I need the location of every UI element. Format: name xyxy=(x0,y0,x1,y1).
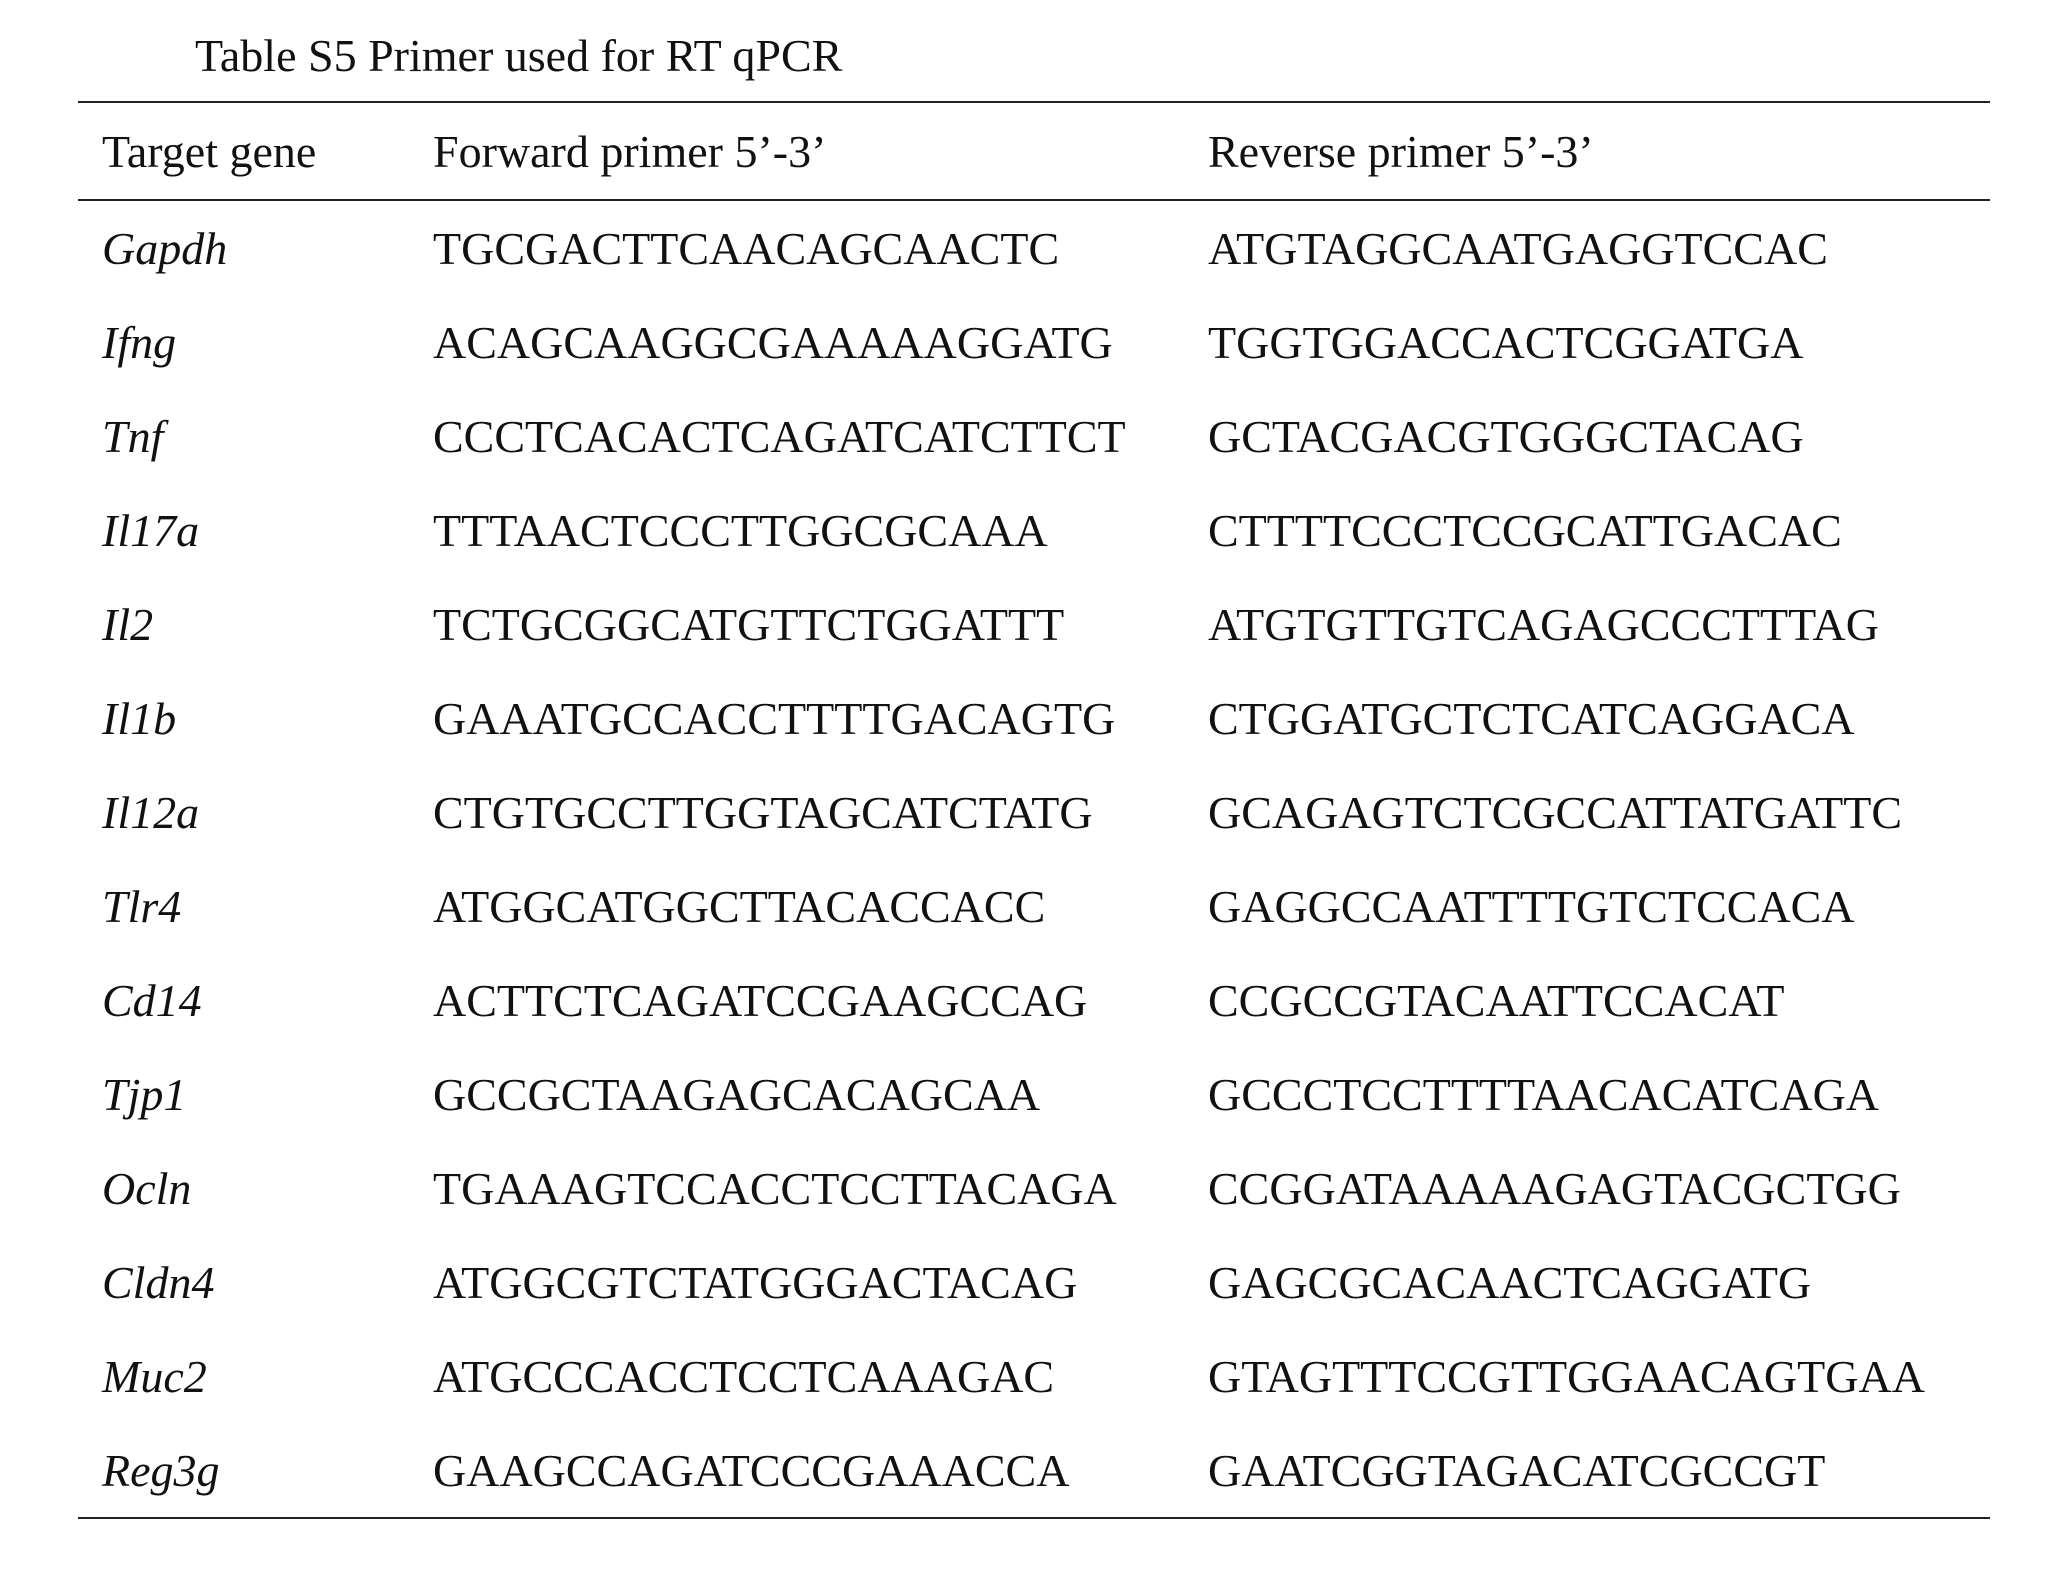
forward-primer-cell: TCTGCGGCATGTTCTGGATTT xyxy=(433,598,1065,650)
table-caption: Table S5 Primer used for RT qPCR xyxy=(195,30,843,81)
reverse-primer-cell: GTAGTTTCCGTTGGAACAGTGAA xyxy=(1208,1350,1925,1402)
table-body: Gapdh TGCGACTTCAACAGCAACTC ATGTAGGCAATGAGG… xyxy=(78,201,1990,1517)
table-row: Ocln TGAAAGTCCACCTCCTTACAGA CCGGATAAAAAGAG… xyxy=(78,1141,1990,1235)
header-row: Target gene Forward primer 5’-3’ Reverse… xyxy=(78,103,1990,199)
header-reverse-primer: Reverse primer 5’-3’ xyxy=(1208,125,1594,177)
table-row: Reg3g GAAGCCAGATCCCGAAACCA GAATCGGTAGACATC… xyxy=(78,1423,1990,1517)
reverse-primer-cell: GAGCGCACAACTCAGGATG xyxy=(1208,1256,1812,1308)
header-target-gene: Target gene xyxy=(102,125,317,177)
target-gene-cell: Tjp1 xyxy=(102,1068,187,1120)
forward-primer-cell: CCCTCACACTCAGATCATCTTCT xyxy=(433,410,1126,462)
bottom-rule xyxy=(78,1517,1990,1519)
target-gene-cell: Cd14 xyxy=(102,974,202,1026)
table-row: Il12a CTGTGCCTTGGTAGCATCTATG GCAGAGTCTCGCC… xyxy=(78,765,1990,859)
table-row: Cd14 ACTTCTCAGATCCGAAGCCAG CCGCCGTACAATTCC… xyxy=(78,953,1990,1047)
primer-table: Target gene Forward primer 5’-3’ Reverse… xyxy=(78,101,1990,1519)
target-gene-cell: Ifng xyxy=(102,316,177,368)
forward-primer-cell: ACAGCAAGGCGAAAAAGGATG xyxy=(433,316,1113,368)
reverse-primer-cell: GCTACGACGTGGGCTACAG xyxy=(1208,410,1804,462)
target-gene-cell: Cldn4 xyxy=(102,1256,215,1308)
reverse-primer-cell: CCGCCGTACAATTCCACAT xyxy=(1208,974,1785,1026)
target-gene-cell: Il1b xyxy=(102,692,177,744)
table-row: Il2 TCTGCGGCATGTTCTGGATTT ATGTGTTGTCAGAGCC… xyxy=(78,577,1990,671)
forward-primer-cell: TGAAAGTCCACCTCCTTACAGA xyxy=(433,1162,1117,1214)
reverse-primer-cell: GAGGCCAATTTTGTCTCCACA xyxy=(1208,880,1855,932)
target-gene-cell: Tnf xyxy=(102,410,164,462)
forward-primer-cell: ACTTCTCAGATCCGAAGCCAG xyxy=(433,974,1088,1026)
reverse-primer-cell: ATGTAGGCAATGAGGTCCAC xyxy=(1208,222,1828,274)
target-gene-cell: Il12a xyxy=(102,786,200,838)
forward-primer-cell: GCCGCTAAGAGCACAGCAA xyxy=(433,1068,1041,1120)
table-row: Tlr4 ATGGCATGGCTTACACCACC GAGGCCAATTTTGTCT… xyxy=(78,859,1990,953)
reverse-primer-cell: GCCCTCCTTTTAACACATCAGA xyxy=(1208,1068,1880,1120)
forward-primer-cell: ATGGCATGGCTTACACCACC xyxy=(433,880,1046,932)
reverse-primer-cell: ATGTGTTGTCAGAGCCCTTTAG xyxy=(1208,598,1879,650)
table-row: Tnf CCCTCACACTCAGATCATCTTCT GCTACGACGTGGGC… xyxy=(78,389,1990,483)
target-gene-cell: Ocln xyxy=(102,1162,192,1214)
forward-primer-cell: TTTAACTCCCTTGGCGCAAA xyxy=(433,504,1048,556)
table-row: Cldn4 ATGGCGTCTATGGGACTACAG GAGCGCACAACTCA… xyxy=(78,1235,1990,1329)
target-gene-cell: Gapdh xyxy=(102,222,228,274)
forward-primer-cell: TGCGACTTCAACAGCAACTC xyxy=(433,222,1060,274)
reverse-primer-cell: CTTTTCCCTCCGCATTGACAC xyxy=(1208,504,1842,556)
reverse-primer-cell: GAATCGGTAGACATCGCCGT xyxy=(1208,1444,1826,1496)
forward-primer-cell: ATGGCGTCTATGGGACTACAG xyxy=(433,1256,1078,1308)
header-rule xyxy=(78,199,1990,201)
target-gene-cell: Il2 xyxy=(102,598,154,650)
target-gene-cell: Tlr4 xyxy=(102,880,182,932)
forward-primer-cell: GAAATGCCACCTTTTGACAGTG xyxy=(433,692,1116,744)
reverse-primer-cell: CTGGATGCTCTCATCAGGACA xyxy=(1208,692,1855,744)
table-row: Muc2 ATGCCCACCTCCTCAAAGAC GTAGTTTCCGTTGGAA… xyxy=(78,1329,1990,1423)
forward-primer-cell: CTGTGCCTTGGTAGCATCTATG xyxy=(433,786,1093,838)
target-gene-cell: Reg3g xyxy=(102,1444,220,1496)
header-forward-primer: Forward primer 5’-3’ xyxy=(433,125,827,177)
target-gene-cell: Il17a xyxy=(102,504,200,556)
reverse-primer-cell: CCGGATAAAAAGAGTACGCTGG xyxy=(1208,1162,1901,1214)
forward-primer-cell: GAAGCCAGATCCCGAAACCA xyxy=(433,1444,1070,1496)
table-row: Ifng ACAGCAAGGCGAAAAAGGATG TGGTGGACCACTCGG… xyxy=(78,295,1990,389)
table-row: Gapdh TGCGACTTCAACAGCAACTC ATGTAGGCAATGAGG… xyxy=(78,201,1990,295)
table-row: Il17a TTTAACTCCCTTGGCGCAAA CTTTTCCCTCCGCAT… xyxy=(78,483,1990,577)
top-rule xyxy=(78,101,1990,103)
table-row: Tjp1 GCCGCTAAGAGCACAGCAA GCCCTCCTTTTAACACA… xyxy=(78,1047,1990,1141)
forward-primer-cell: ATGCCCACCTCCTCAAAGAC xyxy=(433,1350,1055,1402)
reverse-primer-cell: GCAGAGTCTCGCCATTATGATTC xyxy=(1208,786,1902,838)
table-row: Il1b GAAATGCCACCTTTTGACAGTG CTGGATGCTCTCAT… xyxy=(78,671,1990,765)
reverse-primer-cell: TGGTGGACCACTCGGATGA xyxy=(1208,316,1804,368)
target-gene-cell: Muc2 xyxy=(102,1350,207,1402)
